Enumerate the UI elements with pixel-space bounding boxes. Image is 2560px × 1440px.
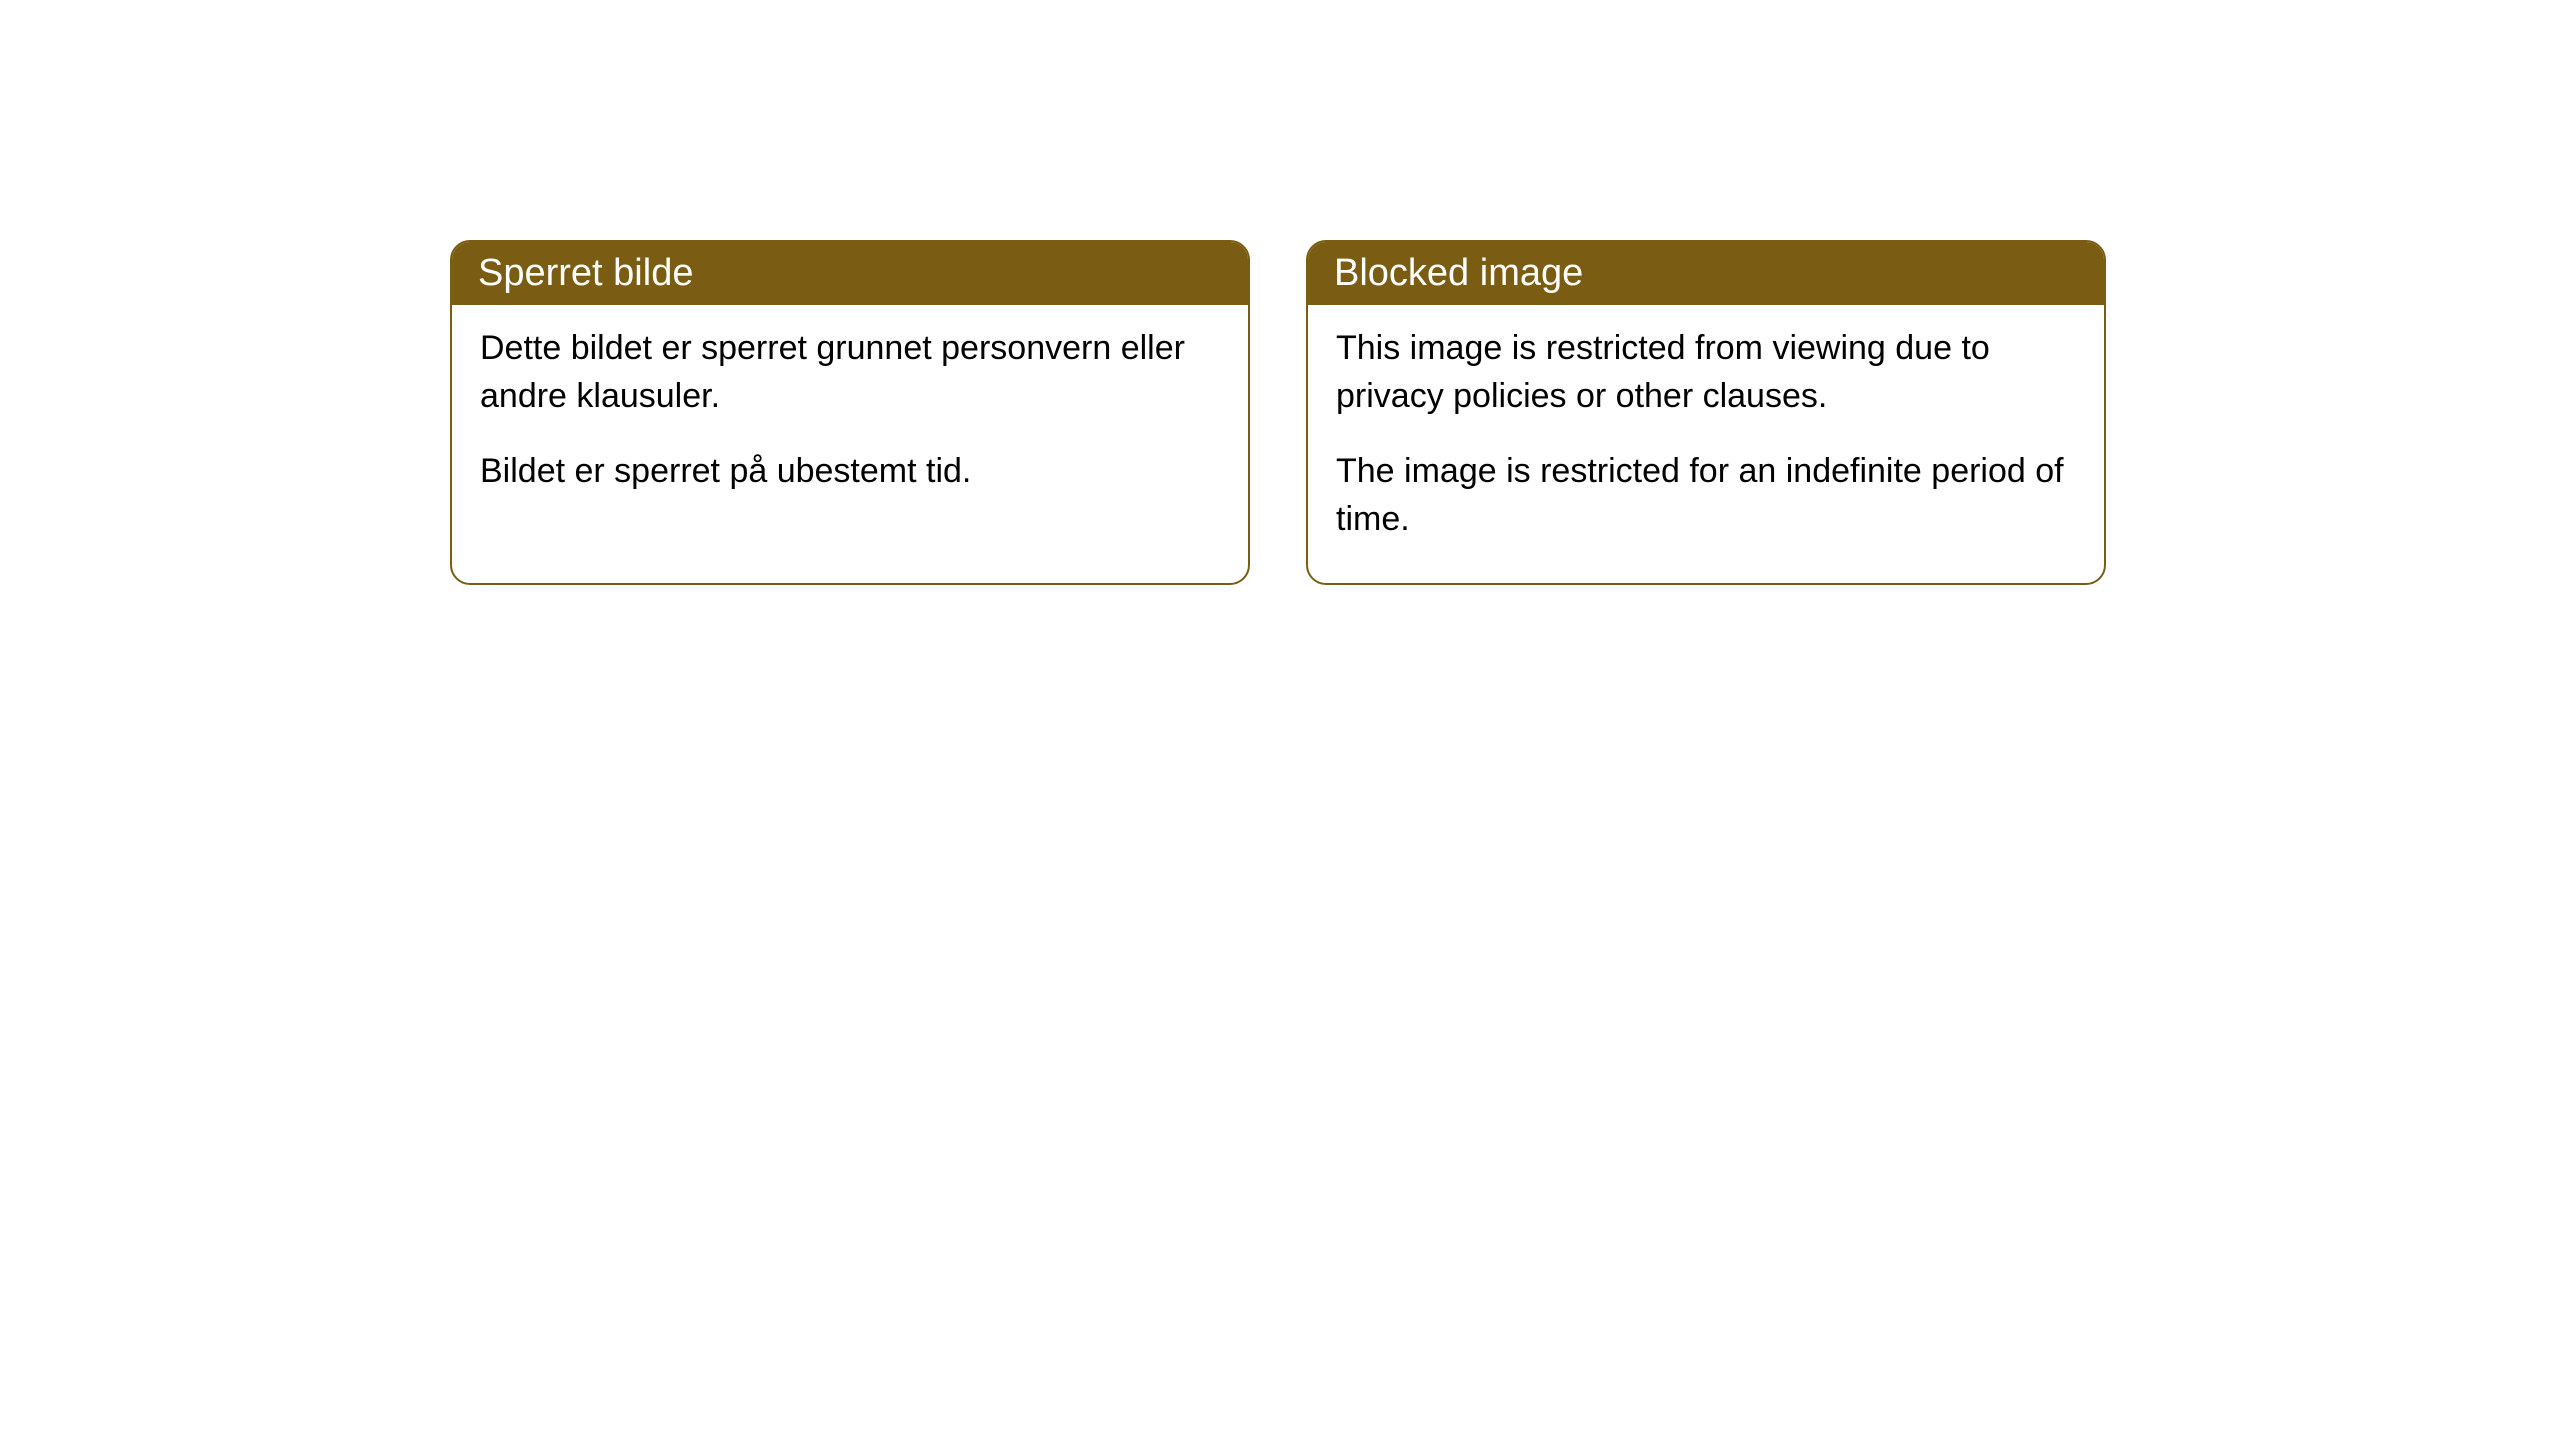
card-body-english: This image is restricted from viewing du… [1308,305,2104,583]
notice-cards-container: Sperret bilde Dette bildet er sperret gr… [450,240,2560,585]
card-paragraph-2: The image is restricted for an indefinit… [1336,448,2076,543]
card-title: Blocked image [1334,252,1583,294]
card-header-norwegian: Sperret bilde [452,242,1248,305]
card-body-norwegian: Dette bildet er sperret grunnet personve… [452,305,1248,536]
blocked-image-card-norwegian: Sperret bilde Dette bildet er sperret gr… [450,240,1250,585]
card-title: Sperret bilde [478,252,693,294]
card-paragraph-1: This image is restricted from viewing du… [1336,325,2076,420]
card-paragraph-2: Bildet er sperret på ubestemt tid. [480,448,1220,496]
card-paragraph-1: Dette bildet er sperret grunnet personve… [480,325,1220,420]
card-header-english: Blocked image [1308,242,2104,305]
blocked-image-card-english: Blocked image This image is restricted f… [1306,240,2106,585]
